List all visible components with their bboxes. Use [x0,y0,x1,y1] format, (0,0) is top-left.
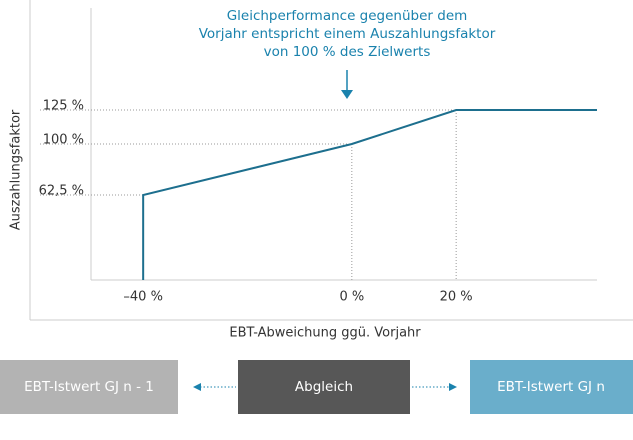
flow-arrowhead [449,383,457,391]
flow-box [0,360,178,414]
x-tick-label: –40 % [123,290,163,305]
annotation: Vorjahr entspricht einem Auszahlungsfakt… [199,26,496,42]
y-tick-label: 125 % [43,99,84,114]
x-tick-label: 20 % [440,290,473,305]
y-tick-label: 100 % [43,133,84,148]
annotation: Gleichperformance gegenüber dem [227,8,468,24]
flow-box-label: Abgleich [295,379,353,395]
annotation-arrowhead [341,90,353,99]
flow-arrowhead [193,383,201,391]
y-tick-label: 62,5 % [39,184,84,199]
y-axis-label: Auszahlungsfaktor [9,109,24,230]
flow-box-label: EBT-Istwert GJ n - 1 [24,379,154,395]
flow-box [470,360,633,414]
x-axis-label: EBT-Abweichung ggü. Vorjahr [229,326,421,341]
flow-box-label: EBT-Istwert GJ n [497,379,605,395]
annotation: von 100 % des Zielwerts [264,44,431,60]
line [142,109,597,280]
x-tick-label: 0 % [339,290,364,305]
flow-box [238,360,410,414]
